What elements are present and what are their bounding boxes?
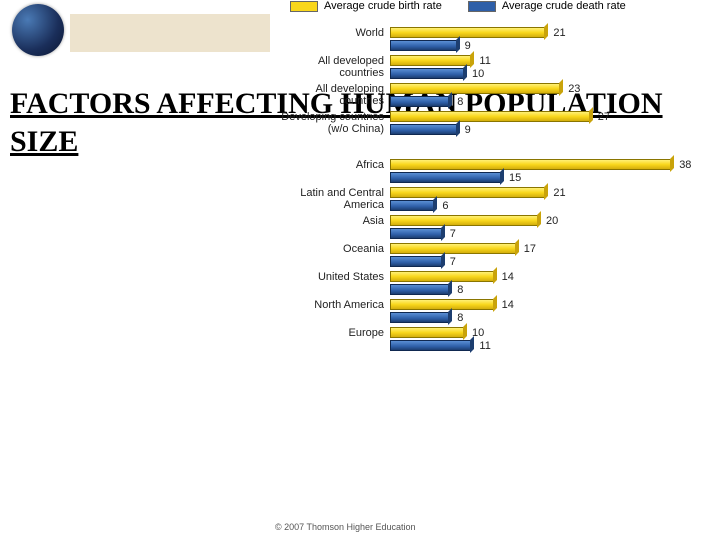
- legend-label-birth: Average crude birth rate: [324, 0, 442, 12]
- birth-bar: [390, 215, 538, 226]
- birth-death-bar-chart: World219All developed countries1110All d…: [275, 26, 710, 354]
- row-bars: 14 8: [390, 298, 710, 324]
- birth-value: 11: [479, 55, 490, 67]
- row-label: All developed countries: [275, 54, 390, 79]
- row-label: Latin and Central America: [275, 186, 390, 211]
- death-bar: [390, 284, 449, 295]
- chart-row: Africa 38 15: [275, 158, 710, 184]
- death-bar: [390, 200, 434, 211]
- chart-row: Oceania 17 7: [275, 242, 710, 268]
- death-bar: [390, 256, 442, 267]
- death-bar: [390, 68, 464, 79]
- world-map-band: [70, 14, 270, 52]
- row-label: Asia: [275, 214, 390, 227]
- row-bars: 1110: [390, 54, 710, 80]
- death-value: 6: [442, 200, 448, 212]
- birth-value: 38: [679, 159, 691, 171]
- birth-bar: [390, 27, 545, 38]
- birth-value: 17: [524, 243, 536, 255]
- row-label: Europe: [275, 326, 390, 339]
- row-bars: 21 6: [390, 186, 710, 212]
- birth-bar: [390, 187, 545, 198]
- chart-row: Developing countries (w/o China) 27 9: [275, 110, 710, 136]
- row-label: Oceania: [275, 242, 390, 255]
- death-value: 15: [509, 172, 521, 184]
- death-bar: [390, 124, 457, 135]
- row-label: North America: [275, 298, 390, 311]
- row-bars: 20 7: [390, 214, 710, 240]
- row-label: United States: [275, 270, 390, 283]
- chart-row: United States 14 8: [275, 270, 710, 296]
- birth-value: 23: [568, 83, 580, 95]
- birth-value: 20: [546, 215, 558, 227]
- death-value: 11: [479, 340, 490, 352]
- legend-swatch-birth: [290, 1, 318, 12]
- birth-value: 27: [598, 111, 610, 123]
- row-label: Developing countries (w/o China): [275, 110, 390, 135]
- birth-bar: [390, 299, 494, 310]
- birth-value: 21: [553, 187, 565, 199]
- row-label: World: [275, 26, 390, 39]
- row-bars: 1011: [390, 326, 710, 352]
- death-bar: [390, 40, 457, 51]
- row-bars: 23 8: [390, 82, 710, 108]
- death-bar: [390, 172, 501, 183]
- row-bars: 17 7: [390, 242, 710, 268]
- legend-swatch-death: [468, 1, 496, 12]
- death-value: 8: [457, 312, 463, 324]
- row-bars: 38 15: [390, 158, 710, 184]
- chart-legend: Average crude birth rate Average crude d…: [290, 0, 626, 12]
- death-bar: [390, 340, 471, 351]
- row-bars: 21 9: [390, 26, 710, 52]
- chart-row: North America 14 8: [275, 298, 710, 324]
- death-value: 8: [457, 284, 463, 296]
- death-bar: [390, 228, 442, 239]
- birth-bar: [390, 271, 494, 282]
- death-value: 8: [457, 96, 463, 108]
- birth-value: 14: [502, 271, 514, 283]
- group-gap: [275, 138, 710, 158]
- row-bars: 14 8: [390, 270, 710, 296]
- death-bar: [390, 96, 449, 107]
- chart-row: Asia 20 7: [275, 214, 710, 240]
- globe-icon: [12, 4, 64, 56]
- death-value: 10: [472, 68, 484, 80]
- chart-row: All developed countries1110: [275, 54, 710, 80]
- birth-bar: [390, 83, 560, 94]
- legend-label-death: Average crude death rate: [502, 0, 626, 12]
- row-label: Africa: [275, 158, 390, 171]
- chart-row: Europe1011: [275, 326, 710, 352]
- death-value: 9: [465, 124, 471, 136]
- birth-value: 21: [553, 27, 565, 39]
- death-value: 7: [450, 228, 456, 240]
- row-bars: 27 9: [390, 110, 710, 136]
- birth-bar: [390, 243, 516, 254]
- chart-row: World 21 9: [275, 26, 710, 52]
- row-label: All developing countries: [275, 82, 390, 107]
- birth-bar: [390, 159, 671, 170]
- birth-value: 14: [502, 299, 514, 311]
- chart-row: Latin and Central America 21 6: [275, 186, 710, 212]
- birth-bar: [390, 55, 471, 66]
- death-bar: [390, 312, 449, 323]
- chart-row: All developing countries 23 8: [275, 82, 710, 108]
- death-value: 7: [450, 256, 456, 268]
- birth-bar: [390, 327, 464, 338]
- death-value: 9: [465, 40, 471, 52]
- copyright-text: © 2007 Thomson Higher Education: [275, 522, 416, 532]
- birth-bar: [390, 111, 590, 122]
